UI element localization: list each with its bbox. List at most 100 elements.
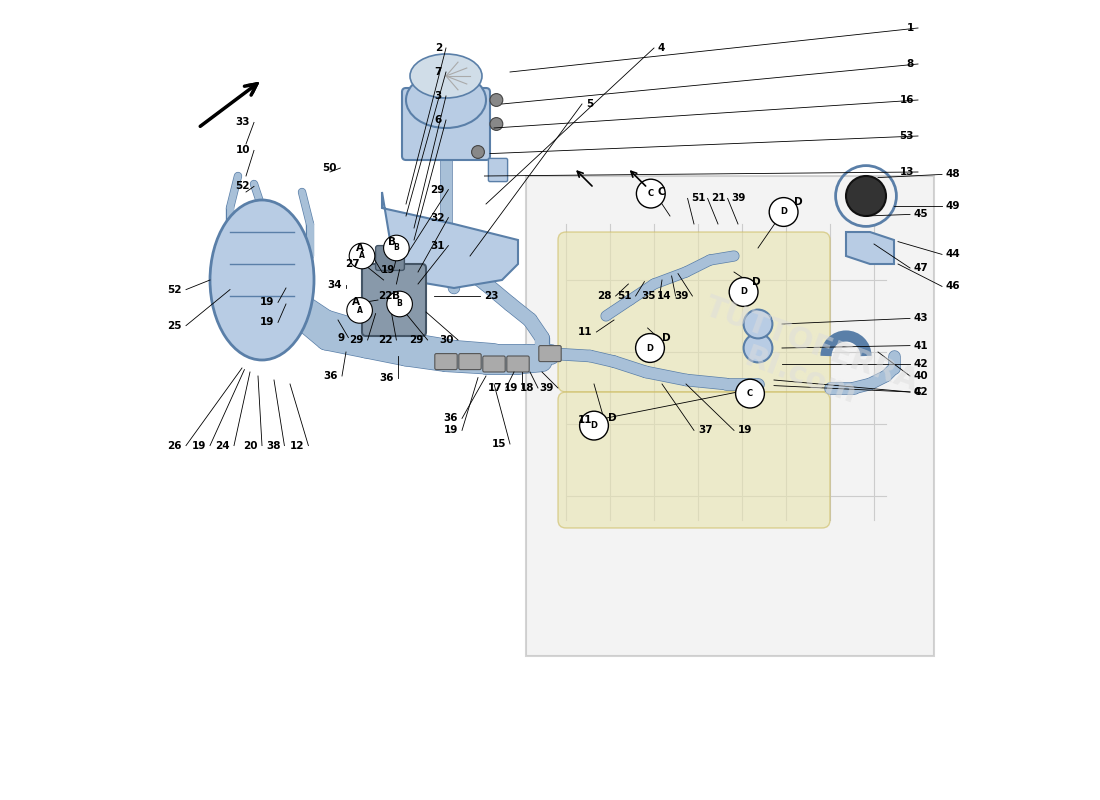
Text: 11: 11 bbox=[578, 327, 593, 337]
Text: 28: 28 bbox=[597, 291, 612, 301]
FancyBboxPatch shape bbox=[362, 264, 426, 336]
Text: 12: 12 bbox=[290, 441, 305, 450]
Text: A: A bbox=[352, 298, 360, 307]
Text: B: B bbox=[394, 243, 399, 253]
Text: 36: 36 bbox=[443, 414, 458, 423]
Text: 46: 46 bbox=[946, 282, 960, 291]
Text: 53: 53 bbox=[900, 131, 914, 141]
Text: 39: 39 bbox=[732, 194, 746, 203]
Text: D: D bbox=[740, 287, 747, 297]
Text: 19: 19 bbox=[382, 265, 396, 274]
Text: 51: 51 bbox=[692, 194, 706, 203]
Circle shape bbox=[636, 334, 664, 362]
Text: 34: 34 bbox=[328, 280, 342, 290]
Circle shape bbox=[744, 310, 772, 338]
Text: A: A bbox=[356, 306, 363, 315]
Text: 29: 29 bbox=[430, 185, 444, 194]
Text: 42: 42 bbox=[914, 359, 928, 369]
PathPatch shape bbox=[526, 176, 934, 656]
Text: 20: 20 bbox=[243, 441, 258, 450]
Ellipse shape bbox=[406, 72, 486, 128]
Text: 33: 33 bbox=[235, 118, 250, 127]
Text: C: C bbox=[747, 389, 754, 398]
Text: 49: 49 bbox=[946, 202, 960, 211]
Text: D: D bbox=[662, 333, 671, 342]
Text: 31: 31 bbox=[430, 241, 444, 250]
Text: C: C bbox=[658, 187, 666, 197]
Text: 14: 14 bbox=[657, 291, 672, 301]
Text: 47: 47 bbox=[914, 263, 928, 273]
Text: 24: 24 bbox=[216, 441, 230, 450]
Text: 29: 29 bbox=[349, 335, 364, 345]
Text: 7: 7 bbox=[434, 67, 442, 77]
Text: 22: 22 bbox=[378, 291, 393, 301]
Circle shape bbox=[387, 291, 412, 317]
Text: 1: 1 bbox=[906, 23, 914, 33]
Text: D: D bbox=[752, 277, 761, 286]
Text: 41: 41 bbox=[914, 341, 928, 350]
Text: 39: 39 bbox=[674, 291, 689, 301]
Text: 30: 30 bbox=[440, 335, 454, 345]
Text: D: D bbox=[794, 197, 803, 206]
Text: B: B bbox=[388, 237, 396, 246]
Circle shape bbox=[490, 94, 503, 106]
Text: 45: 45 bbox=[914, 210, 928, 219]
Text: 27: 27 bbox=[345, 259, 360, 269]
FancyBboxPatch shape bbox=[539, 346, 561, 362]
Circle shape bbox=[346, 298, 373, 323]
Text: 38: 38 bbox=[266, 441, 280, 450]
FancyBboxPatch shape bbox=[459, 354, 481, 370]
FancyBboxPatch shape bbox=[434, 354, 458, 370]
Circle shape bbox=[580, 411, 608, 440]
Text: B: B bbox=[393, 291, 400, 301]
FancyBboxPatch shape bbox=[507, 356, 529, 372]
Text: 32: 32 bbox=[430, 213, 444, 222]
Ellipse shape bbox=[210, 200, 313, 360]
Text: 40: 40 bbox=[914, 371, 928, 381]
Circle shape bbox=[846, 176, 886, 216]
Text: 42: 42 bbox=[914, 387, 928, 397]
Text: 16: 16 bbox=[900, 95, 914, 105]
Text: C: C bbox=[648, 189, 653, 198]
Text: 11: 11 bbox=[578, 415, 593, 425]
Text: 50: 50 bbox=[322, 163, 337, 173]
Text: 17: 17 bbox=[487, 383, 502, 393]
Text: TUTTOFERRA
RI.com: TUTTOFERRA RI.com bbox=[690, 292, 923, 428]
Text: B: B bbox=[397, 299, 403, 309]
Text: 4: 4 bbox=[658, 43, 666, 53]
Text: A: A bbox=[355, 243, 364, 253]
Text: 13: 13 bbox=[900, 167, 914, 177]
Text: 9: 9 bbox=[338, 333, 344, 342]
FancyBboxPatch shape bbox=[488, 158, 507, 182]
Text: D: D bbox=[591, 421, 597, 430]
FancyBboxPatch shape bbox=[558, 232, 830, 392]
Text: 22: 22 bbox=[378, 335, 393, 345]
Text: 29: 29 bbox=[409, 335, 424, 345]
Ellipse shape bbox=[410, 54, 482, 98]
Text: 43: 43 bbox=[914, 314, 928, 323]
Text: 19: 19 bbox=[260, 318, 274, 327]
Circle shape bbox=[744, 334, 772, 362]
Circle shape bbox=[736, 379, 764, 408]
Text: 5: 5 bbox=[586, 99, 593, 109]
Text: 39: 39 bbox=[540, 383, 554, 393]
FancyBboxPatch shape bbox=[375, 246, 405, 270]
Text: 8: 8 bbox=[906, 59, 914, 69]
Circle shape bbox=[729, 278, 758, 306]
Text: 36: 36 bbox=[379, 374, 394, 383]
Text: 37: 37 bbox=[698, 426, 713, 435]
Text: 19: 19 bbox=[738, 426, 752, 435]
Circle shape bbox=[349, 243, 375, 269]
Text: 6: 6 bbox=[434, 115, 442, 125]
Text: 48: 48 bbox=[946, 170, 960, 179]
Polygon shape bbox=[382, 192, 518, 288]
Text: C: C bbox=[914, 387, 922, 397]
Text: 21: 21 bbox=[712, 194, 726, 203]
Text: 10: 10 bbox=[235, 146, 250, 155]
Text: 19: 19 bbox=[191, 441, 206, 450]
Text: 44: 44 bbox=[946, 250, 960, 259]
Circle shape bbox=[384, 235, 409, 261]
Text: 26: 26 bbox=[167, 441, 182, 450]
Text: 36: 36 bbox=[323, 371, 338, 381]
Text: 52: 52 bbox=[167, 285, 182, 294]
